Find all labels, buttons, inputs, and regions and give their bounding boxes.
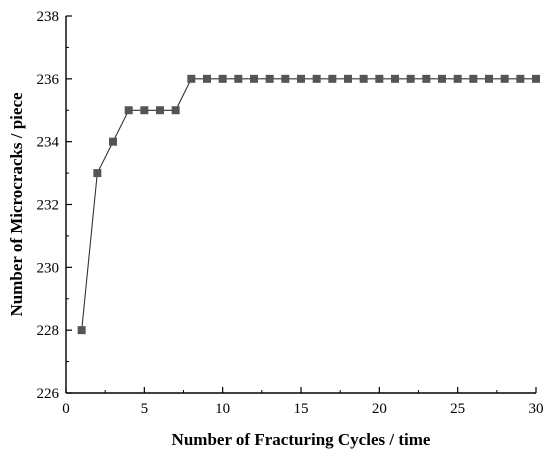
y-tick-label: 228 — [37, 323, 60, 339]
data-point-marker — [297, 74, 305, 83]
data-point-marker — [391, 74, 399, 83]
data-point-marker — [218, 74, 227, 83]
data-point-marker — [469, 74, 478, 83]
x-tick-label: 30 — [529, 401, 544, 417]
ticks: 226 228 230 232 234 236 238 0 5 10 15 20 25 30 — [37, 9, 544, 417]
x-tick-label: 10 — [215, 401, 230, 417]
data-point-marker — [359, 74, 368, 83]
series-layer — [77, 74, 540, 335]
axes — [65, 16, 536, 394]
data-point-marker — [344, 74, 352, 83]
data-point-marker — [532, 74, 540, 83]
data-point-marker — [422, 74, 431, 83]
data-point-marker — [516, 74, 525, 83]
data-point-marker — [171, 106, 180, 115]
y-axis-title: Number of Microcracks / piece — [7, 92, 26, 317]
data-point-marker — [156, 106, 164, 115]
data-point-marker — [234, 74, 243, 83]
data-point-marker — [109, 137, 117, 146]
data-point-marker — [124, 106, 133, 115]
x-axis-title: Number of Fracturing Cycles / time — [172, 430, 431, 449]
data-point-marker — [406, 74, 415, 83]
x-tick-label: 20 — [372, 401, 387, 417]
data-point-marker — [453, 74, 462, 83]
data-point-marker — [250, 74, 258, 83]
y-tick-label: 234 — [37, 135, 60, 151]
data-point-marker — [265, 74, 274, 83]
x-tick-label: 15 — [294, 401, 309, 417]
data-point-marker — [140, 106, 149, 115]
data-point-marker — [93, 169, 102, 178]
series-line — [81, 78, 536, 331]
data-point-marker — [328, 74, 337, 83]
data-point-marker — [187, 74, 196, 83]
data-point-marker — [485, 74, 493, 83]
data-point-marker — [203, 74, 211, 83]
x-tick-label: 5 — [141, 401, 149, 417]
y-tick-label: 232 — [37, 198, 60, 214]
x-tick-label: 0 — [62, 401, 70, 417]
data-point-marker — [438, 74, 446, 83]
y-tick-label: 236 — [37, 72, 60, 88]
data-point-marker — [375, 74, 384, 83]
y-tick-label: 238 — [37, 9, 60, 25]
x-tick-label: 25 — [450, 401, 465, 417]
data-point-marker — [500, 74, 509, 83]
data-point-marker — [281, 74, 290, 83]
data-point-marker — [312, 74, 321, 83]
data-point-marker — [77, 326, 86, 335]
y-tick-label: 230 — [37, 260, 60, 276]
y-tick-label: 226 — [37, 386, 60, 402]
